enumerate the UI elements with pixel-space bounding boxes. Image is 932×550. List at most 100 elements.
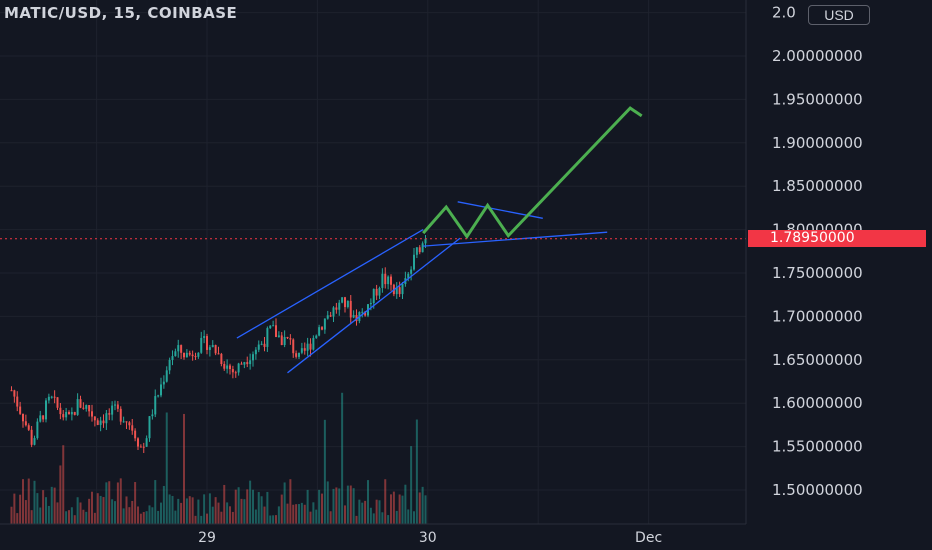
- candle-body: [154, 396, 157, 415]
- candle-body: [62, 414, 65, 418]
- volume-bar: [214, 497, 217, 524]
- candle-body: [188, 352, 191, 355]
- volume-bar: [73, 515, 76, 524]
- volume-bar: [346, 485, 349, 524]
- price-tick-label: 1.50000000: [772, 481, 863, 499]
- volume-bar: [33, 480, 36, 524]
- volume-bar: [318, 489, 321, 524]
- candle-body: [108, 413, 111, 415]
- volume-bar: [36, 493, 39, 524]
- currency-button[interactable]: USD: [808, 5, 870, 25]
- volume-bar: [387, 515, 390, 524]
- candle-body: [257, 344, 260, 350]
- candle-body: [410, 269, 413, 274]
- channel-upper-line: [236, 229, 424, 339]
- volume-bar: [326, 481, 329, 524]
- volume-bar: [171, 495, 174, 524]
- candle-body: [183, 352, 185, 358]
- candle-body: [415, 247, 418, 255]
- time-tick-label: 29: [198, 530, 216, 546]
- candle-body: [137, 438, 139, 447]
- candlesticks: [10, 234, 427, 453]
- volume-bar: [102, 497, 105, 524]
- candle-body: [249, 360, 252, 365]
- volume-bar: [62, 445, 65, 524]
- candle-body: [151, 414, 154, 417]
- candle-body: [174, 351, 177, 357]
- volume-bar: [375, 499, 378, 524]
- volume-bar: [407, 509, 410, 524]
- candle-body: [131, 425, 134, 431]
- volume-bar: [188, 496, 191, 524]
- candle-body: [240, 363, 243, 365]
- price-axis-panel: [746, 0, 932, 550]
- volume-bar: [65, 511, 68, 524]
- candle-body: [286, 336, 289, 339]
- candle-body: [165, 370, 168, 382]
- candle-body: [93, 416, 96, 421]
- volume-bar: [148, 505, 151, 524]
- channel-lower-line: [287, 237, 461, 374]
- volume-bar: [361, 502, 364, 524]
- volume-bar: [47, 505, 50, 524]
- candle-body: [300, 348, 303, 353]
- volume-bar: [99, 495, 102, 524]
- candle-body: [277, 335, 280, 337]
- candle-body: [292, 339, 295, 354]
- volume-bar: [226, 502, 229, 524]
- candle-body: [326, 315, 329, 319]
- candle-body: [65, 412, 68, 418]
- candle-body: [220, 353, 223, 365]
- price-axis-labels: 2.00000000 1.95000000 1.90000000 1.85000000…: [772, 4, 863, 499]
- volume-bar: [13, 493, 16, 524]
- candle-body: [318, 327, 321, 336]
- candle-body: [59, 407, 62, 415]
- volume-bar: [88, 498, 91, 524]
- candle-body: [105, 413, 108, 424]
- volume-bar: [160, 502, 162, 524]
- candle-body: [22, 413, 24, 422]
- candle-body: [177, 345, 180, 352]
- candle-body: [56, 397, 59, 408]
- volume-bar: [404, 484, 407, 524]
- candle-body: [364, 311, 367, 316]
- volume-bar: [295, 504, 298, 524]
- volume-bar: [298, 504, 300, 524]
- volume-bar: [358, 499, 361, 524]
- candle-body: [375, 288, 378, 296]
- candle-body: [283, 336, 286, 346]
- candle-body: [45, 400, 47, 420]
- volume-bar: [364, 500, 367, 524]
- candle-body: [68, 412, 70, 415]
- candle-body: [424, 238, 427, 244]
- volume-bar: [145, 511, 148, 524]
- price-tick-label: 1.65000000: [772, 351, 863, 369]
- candle-body: [139, 446, 142, 448]
- volume-bar: [85, 511, 88, 524]
- volume-bar: [194, 515, 197, 524]
- candle-body: [168, 359, 171, 371]
- volume-bar: [415, 419, 418, 524]
- volume-bar: [234, 489, 237, 524]
- candle-body: [418, 247, 421, 253]
- candle-body: [372, 288, 375, 303]
- volume-bar: [27, 478, 30, 524]
- candle-body: [208, 347, 211, 350]
- candle-body: [346, 300, 349, 308]
- volume-bar: [266, 491, 269, 524]
- volume-bar: [168, 494, 171, 524]
- candle-body: [39, 415, 42, 422]
- volume-bar: [10, 506, 13, 524]
- volume-bar: [200, 515, 203, 524]
- volume-bar: [286, 503, 289, 524]
- volume-bar: [289, 479, 292, 524]
- volume-bar: [292, 504, 295, 524]
- candle-body: [329, 315, 332, 317]
- volume-bar: [96, 493, 99, 524]
- volume-bar: [203, 494, 206, 524]
- volume-bar: [30, 510, 33, 524]
- candle-body: [122, 421, 125, 423]
- candle-body: [191, 354, 194, 357]
- candle-body: [361, 311, 364, 313]
